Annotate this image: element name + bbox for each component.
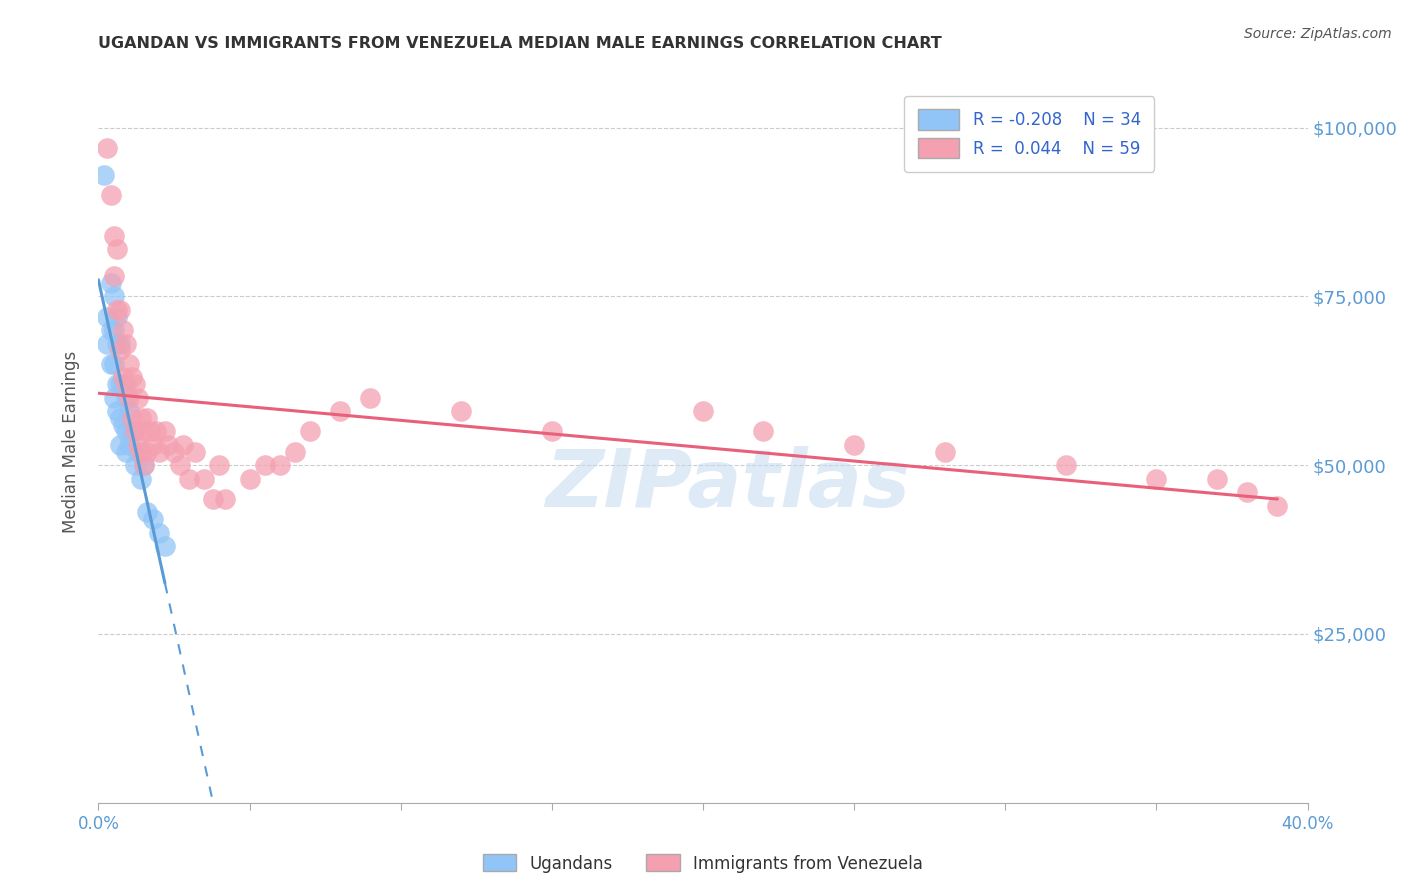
Point [105,377,128,392]
Point [139,425,162,439]
Point [1054,458,1077,472]
Point [96,141,118,155]
Point [114,377,136,392]
Point [129,444,152,458]
Point [202,491,225,506]
Point [108,438,131,452]
Point [111,370,134,384]
Point [111,377,134,392]
Point [124,425,146,439]
Point [1236,485,1258,500]
Point [118,438,141,452]
Point [329,404,352,418]
Point [844,438,866,452]
Point [299,425,322,439]
Point [96,336,118,351]
Point [103,357,125,371]
Point [153,425,176,439]
Point [129,472,152,486]
Point [450,404,472,418]
Point [1267,499,1289,513]
Point [108,411,131,425]
Point [108,343,131,358]
Y-axis label: Median Male Earnings: Median Male Earnings [62,351,80,533]
Point [108,336,131,351]
Point [118,357,141,371]
Point [132,425,155,439]
Point [142,512,165,526]
Point [114,336,136,351]
Point [148,444,170,458]
Point [184,444,207,458]
Point [105,336,128,351]
Point [111,417,134,432]
Point [124,377,146,392]
Point [105,302,128,317]
Point [114,391,136,405]
Point [124,458,146,472]
Point [103,391,125,405]
Point [179,472,201,486]
Text: ZIPatlas: ZIPatlas [544,446,910,524]
Point [103,323,125,337]
Point [105,242,128,256]
Point [103,289,125,303]
Point [129,411,152,425]
Point [153,539,176,553]
Point [121,411,143,425]
Point [100,276,122,290]
Point [208,458,231,472]
Point [114,425,136,439]
Text: UGANDAN VS IMMIGRANTS FROM VENEZUELA MEDIAN MALE EARNINGS CORRELATION CHART: UGANDAN VS IMMIGRANTS FROM VENEZUELA MED… [98,36,942,51]
Point [105,404,128,418]
Point [172,438,194,452]
Legend: R = -0.208    N = 34, R =  0.044    N = 59: R = -0.208 N = 34, R = 0.044 N = 59 [904,95,1154,171]
Point [118,404,141,418]
Point [214,491,236,506]
Point [934,444,956,458]
Point [169,458,191,472]
Point [105,310,128,324]
Point [692,404,714,418]
Point [132,458,155,472]
Point [114,444,136,458]
Point [121,370,143,384]
Text: Source: ZipAtlas.com: Source: ZipAtlas.com [1244,27,1392,41]
Point [127,444,149,458]
Point [193,472,215,486]
Point [752,425,775,439]
Point [1206,472,1229,486]
Point [156,438,179,452]
Point [118,391,141,405]
Point [127,391,149,405]
Point [103,228,125,243]
Point [121,425,143,439]
Point [142,438,165,452]
Legend: Ugandans, Immigrants from Venezuela: Ugandans, Immigrants from Venezuela [477,847,929,880]
Point [135,505,157,519]
Point [132,458,155,472]
Point [163,444,186,458]
Point [111,323,134,337]
Point [108,302,131,317]
Point [540,425,562,439]
Point [269,458,291,472]
Point [284,444,307,458]
Point [360,391,382,405]
Point [1144,472,1167,486]
Point [100,323,122,337]
Point [93,168,115,182]
Point [96,310,118,324]
Point [127,438,149,452]
Point [253,458,276,472]
Point [108,377,131,392]
Point [239,472,262,486]
Point [148,525,170,540]
Point [100,357,122,371]
Point [135,444,157,458]
Point [100,188,122,202]
Point [103,269,125,284]
Point [145,425,167,439]
Point [135,411,157,425]
